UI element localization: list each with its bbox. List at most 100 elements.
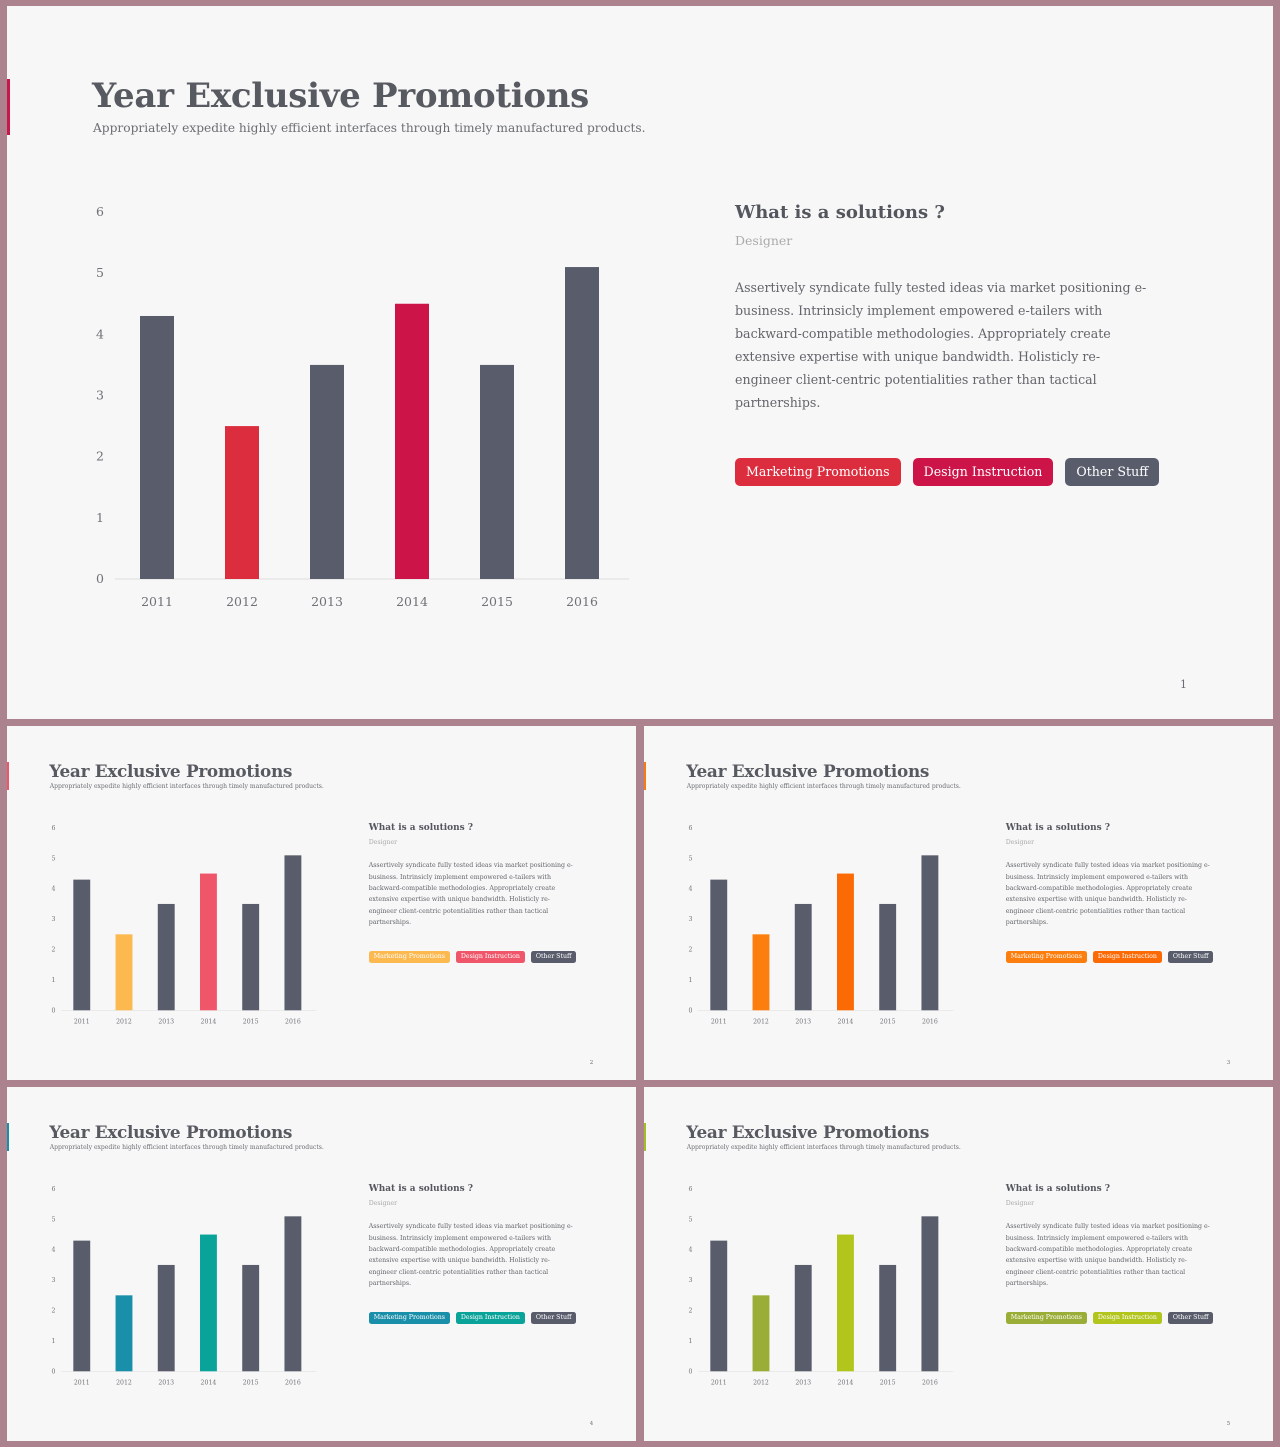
solution-heading: What is a solutions ? <box>1005 823 1110 834</box>
other-stuff-tag[interactable]: Other Stuff <box>1167 1311 1214 1324</box>
slide-subtitle: Appropriately expedite highly efficient … <box>686 783 961 791</box>
y-tick-label: 6 <box>96 204 104 219</box>
tag-group: Marketing Promotions Design Instruction Ot… <box>735 458 1160 486</box>
slide-1[interactable]: Year Exclusive Promotions Appropriately e… <box>7 6 1273 719</box>
x-tick-label: 2015 <box>243 1380 259 1387</box>
slide-2[interactable]: Year Exclusive Promotions Appropriately e… <box>7 726 636 1080</box>
y-tick-label: 1 <box>51 977 55 984</box>
design-instruction-tag[interactable]: Design Instruction <box>455 950 525 963</box>
bar-2014 <box>199 1234 217 1372</box>
y-tick-label: 2 <box>51 1308 55 1315</box>
slide-4[interactable]: Year Exclusive Promotions Appropriately e… <box>7 1087 636 1441</box>
y-tick-label: 4 <box>51 1247 55 1254</box>
x-tick-label: 2011 <box>74 1019 90 1026</box>
marketing-promotions-tag[interactable]: Marketing Promotions <box>1005 950 1087 963</box>
x-tick-label: 2013 <box>795 1019 811 1026</box>
solution-paragraph: Assertively syndicate fully tested ideas… <box>368 862 573 927</box>
tag-group: Marketing Promotions Design Instruction Ot… <box>1005 1311 1214 1324</box>
bar-2015 <box>480 364 514 579</box>
x-tick-label: 2014 <box>200 1019 216 1026</box>
page-number: 4 <box>589 1420 594 1427</box>
y-tick-label: 6 <box>51 1186 55 1193</box>
bar-2011 <box>140 315 174 579</box>
solution-paragraph: Assertively syndicate fully tested ideas… <box>735 280 1147 410</box>
slide-accent-bar <box>7 79 10 135</box>
y-tick-label: 5 <box>688 1217 692 1224</box>
x-tick-label: 2011 <box>141 594 173 609</box>
x-tick-label: 2012 <box>753 1019 769 1026</box>
bar-2016 <box>284 1216 302 1372</box>
bar-2016 <box>284 855 302 1011</box>
y-tick-label: 0 <box>51 1008 55 1015</box>
marketing-promotions-tag[interactable]: Marketing Promotions <box>735 458 901 486</box>
bar-2014 <box>395 303 429 579</box>
y-tick-label: 5 <box>96 265 104 280</box>
role-label: Designer <box>1005 838 1035 846</box>
page-number: 5 <box>1226 1420 1231 1427</box>
slide-accent-bar <box>644 762 646 791</box>
x-tick-label: 2015 <box>243 1019 259 1026</box>
y-tick-label: 4 <box>96 326 104 341</box>
other-stuff-tag[interactable]: Other Stuff <box>1065 458 1160 486</box>
other-stuff-tag[interactable]: Other Stuff <box>530 1311 577 1324</box>
bar-chart: 0 1 2 3 4 5 6 2011 2012 2013 2014 2015 2016 <box>51 825 317 1026</box>
bar-chart: 0 1 2 3 4 5 6 2011 2012 2013 2014 2015 2016 <box>688 1186 954 1387</box>
solution-heading: What is a solutions ? <box>368 1184 473 1195</box>
slide-title: Year Exclusive Promotions <box>686 1121 930 1142</box>
y-tick-label: 1 <box>51 1338 55 1345</box>
design-instruction-tag[interactable]: Design Instruction <box>455 1311 525 1324</box>
slide-accent-bar <box>7 1123 9 1152</box>
bar-2016 <box>921 855 939 1011</box>
page-number: 1 <box>1180 678 1187 691</box>
design-instruction-tag[interactable]: Design Instruction <box>1092 1311 1162 1324</box>
slide-accent-bar <box>644 1123 646 1152</box>
bar-2014 <box>836 1234 854 1372</box>
bar-2011 <box>710 880 727 1011</box>
y-tick-label: 6 <box>688 1186 692 1193</box>
tag-group: Marketing Promotions Design Instruction Ot… <box>368 950 577 963</box>
y-tick-label: 3 <box>688 1278 692 1285</box>
solution-paragraph: Assertively syndicate fully tested ideas… <box>368 1223 573 1288</box>
marketing-promotions-tag[interactable]: Marketing Promotions <box>368 950 450 963</box>
other-stuff-tag[interactable]: Other Stuff <box>530 950 577 963</box>
design-instruction-tag[interactable]: Design Instruction <box>1092 950 1162 963</box>
slide-5[interactable]: Year Exclusive Promotions Appropriately e… <box>644 1087 1273 1441</box>
y-tick-label: 2 <box>688 1308 692 1315</box>
design-instruction-tag[interactable]: Design Instruction <box>912 458 1054 486</box>
bar-2015 <box>878 904 896 1011</box>
bar-2013 <box>794 904 812 1011</box>
slide-3[interactable]: Year Exclusive Promotions Appropriately e… <box>644 726 1273 1080</box>
bar-2013 <box>794 1265 812 1372</box>
y-tick-label: 4 <box>51 886 55 893</box>
y-tick-label: 5 <box>51 856 55 863</box>
bar-2012 <box>115 1295 133 1372</box>
bar-2014 <box>199 873 217 1011</box>
y-tick-label: 2 <box>51 947 55 954</box>
bar-2012 <box>752 934 770 1011</box>
marketing-promotions-tag[interactable]: Marketing Promotions <box>368 1311 450 1324</box>
y-tick-label: 5 <box>51 1217 55 1224</box>
bar-2015 <box>241 904 259 1011</box>
slide-accent-bar <box>7 762 9 791</box>
y-tick-label: 6 <box>688 825 692 832</box>
x-tick-label: 2011 <box>74 1380 90 1387</box>
bar-2013 <box>157 1265 175 1372</box>
bar-2012 <box>225 426 259 579</box>
bar-chart: 0 1 2 3 4 5 6 2011 2012 2013 2014 2015 2016 <box>688 825 954 1026</box>
x-tick-label: 2014 <box>837 1380 853 1387</box>
y-tick-label: 6 <box>51 825 55 832</box>
other-stuff-tag[interactable]: Other Stuff <box>1167 950 1214 963</box>
y-tick-label: 0 <box>688 1008 692 1015</box>
bar-2013 <box>157 904 175 1011</box>
tag-group: Marketing Promotions Design Instruction Ot… <box>1005 950 1214 963</box>
x-tick-label: 2013 <box>158 1380 174 1387</box>
bar-2014 <box>836 873 854 1011</box>
marketing-promotions-tag[interactable]: Marketing Promotions <box>1005 1311 1087 1324</box>
y-tick-label: 1 <box>688 1338 692 1345</box>
page-number: 3 <box>1226 1059 1231 1066</box>
x-tick-label: 2016 <box>566 594 598 609</box>
tag-group: Marketing Promotions Design Instruction Ot… <box>368 1311 577 1324</box>
bar-chart: 0 1 2 3 4 5 6 2011 2012 2013 2014 2015 2016 <box>96 204 629 609</box>
y-tick-label: 4 <box>688 886 692 893</box>
slide-title: Year Exclusive Promotions <box>49 1121 293 1142</box>
